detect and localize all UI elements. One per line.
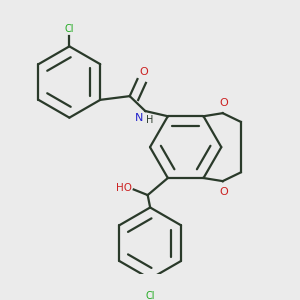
Text: O: O (139, 67, 148, 76)
Text: Cl: Cl (64, 24, 74, 34)
Text: O: O (220, 98, 228, 108)
Text: HO: HO (116, 183, 132, 193)
Text: N: N (135, 112, 144, 123)
Text: O: O (220, 187, 228, 197)
Text: H: H (146, 115, 153, 125)
Text: Cl: Cl (146, 291, 155, 300)
